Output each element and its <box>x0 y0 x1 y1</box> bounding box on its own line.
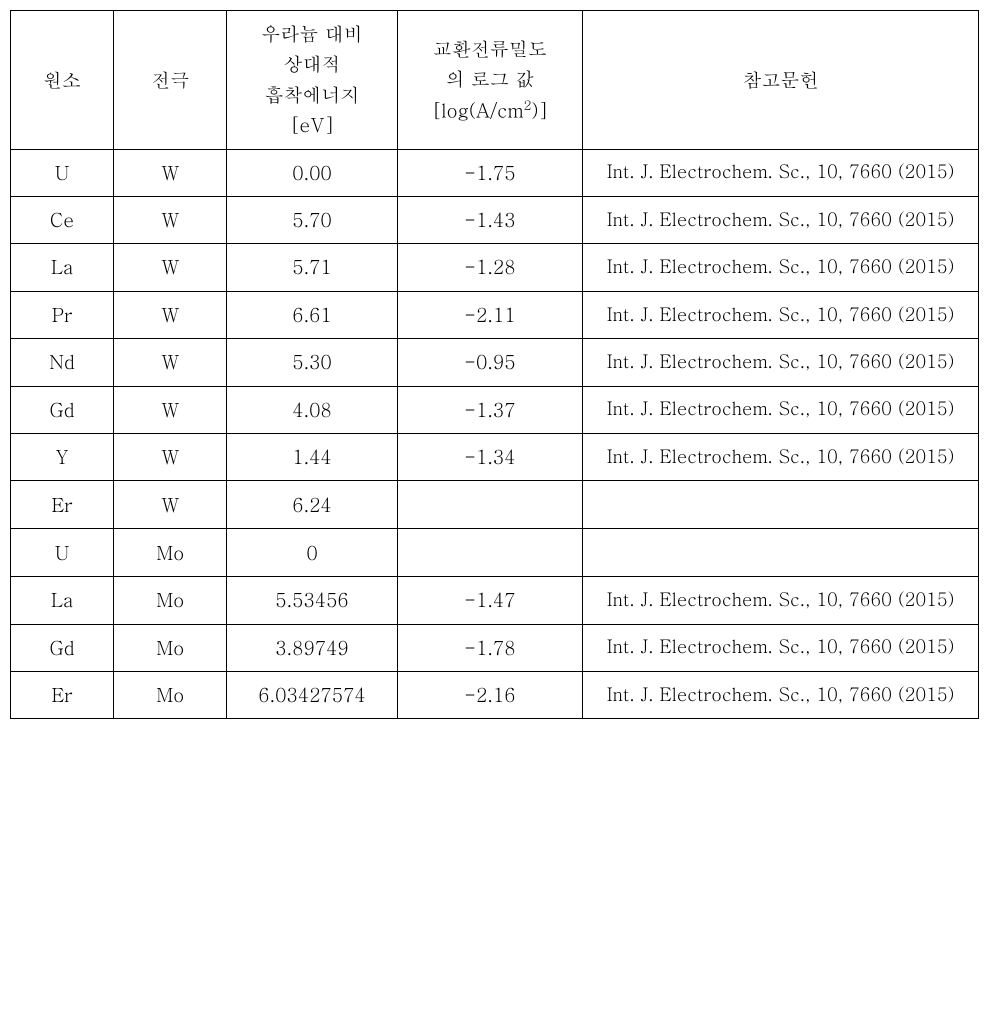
table-row: NdW5.30-0.95Int. J. Electrochem. Sc., 10… <box>11 339 979 386</box>
table-row: GdMo3.89749-1.78Int. J. Electrochem. Sc.… <box>11 624 979 671</box>
cell-element: La <box>11 244 114 291</box>
cell-electrode: Mo <box>114 672 227 719</box>
cell-energy: 5.30 <box>227 339 397 386</box>
cell-reference: Int. J. Electrochem. Sc., 10, 7660 (2015… <box>583 244 979 291</box>
cell-element: Er <box>11 481 114 529</box>
table-row: GdW4.08-1.37Int. J. Electrochem. Sc., 10… <box>11 386 979 433</box>
cell-density <box>397 529 583 577</box>
cell-density: -1.47 <box>397 577 583 624</box>
cell-density: -2.11 <box>397 291 583 338</box>
cell-element: Gd <box>11 624 114 671</box>
cell-density: -1.78 <box>397 624 583 671</box>
cell-element: Y <box>11 433 114 480</box>
cell-electrode: W <box>114 433 227 480</box>
cell-reference: Int. J. Electrochem. Sc., 10, 7660 (2015… <box>583 339 979 386</box>
cell-electrode: W <box>114 244 227 291</box>
cell-element: U <box>11 149 114 196</box>
cell-energy: 4.08 <box>227 386 397 433</box>
cell-energy: 6.61 <box>227 291 397 338</box>
cell-element: Er <box>11 672 114 719</box>
table-header-row: 원소 전극 우라늄 대비상대적흡착에너지[eV] 교환전류밀도의 로그 값[lo… <box>11 11 979 150</box>
cell-electrode: Mo <box>114 529 227 577</box>
cell-electrode: W <box>114 386 227 433</box>
cell-electrode: W <box>114 291 227 338</box>
cell-energy: 6.03427574 <box>227 672 397 719</box>
cell-energy: 5.70 <box>227 196 397 243</box>
header-electrode: 전극 <box>114 11 227 150</box>
cell-element: Ce <box>11 196 114 243</box>
cell-electrode: Mo <box>114 577 227 624</box>
cell-density: -1.75 <box>397 149 583 196</box>
cell-reference: Int. J. Electrochem. Sc., 10, 7660 (2015… <box>583 291 979 338</box>
table-row: CeW5.70-1.43Int. J. Electrochem. Sc., 10… <box>11 196 979 243</box>
table-row: PrW6.61-2.11Int. J. Electrochem. Sc., 10… <box>11 291 979 338</box>
cell-energy: 5.53456 <box>227 577 397 624</box>
data-table: 원소 전극 우라늄 대비상대적흡착에너지[eV] 교환전류밀도의 로그 값[lo… <box>10 10 979 719</box>
cell-reference <box>583 481 979 529</box>
cell-density: -0.95 <box>397 339 583 386</box>
header-element: 원소 <box>11 11 114 150</box>
cell-energy: 0 <box>227 529 397 577</box>
cell-reference: Int. J. Electrochem. Sc., 10, 7660 (2015… <box>583 433 979 480</box>
cell-reference: Int. J. Electrochem. Sc., 10, 7660 (2015… <box>583 577 979 624</box>
cell-energy: 3.89749 <box>227 624 397 671</box>
cell-electrode: W <box>114 149 227 196</box>
cell-energy: 6.24 <box>227 481 397 529</box>
table-row: YW1.44-1.34Int. J. Electrochem. Sc., 10,… <box>11 433 979 480</box>
table-row: LaW5.71-1.28Int. J. Electrochem. Sc., 10… <box>11 244 979 291</box>
cell-reference: Int. J. Electrochem. Sc., 10, 7660 (2015… <box>583 386 979 433</box>
cell-element: Pr <box>11 291 114 338</box>
cell-electrode: W <box>114 196 227 243</box>
cell-element: La <box>11 577 114 624</box>
cell-density: -1.43 <box>397 196 583 243</box>
header-energy: 우라늄 대비상대적흡착에너지[eV] <box>227 11 397 150</box>
cell-element: Gd <box>11 386 114 433</box>
table-row: UMo0 <box>11 529 979 577</box>
cell-density: -1.34 <box>397 433 583 480</box>
cell-energy: 5.71 <box>227 244 397 291</box>
cell-density: -2.16 <box>397 672 583 719</box>
header-reference: 참고문헌 <box>583 11 979 150</box>
cell-density <box>397 481 583 529</box>
cell-reference: Int. J. Electrochem. Sc., 10, 7660 (2015… <box>583 672 979 719</box>
cell-density: -1.37 <box>397 386 583 433</box>
cell-density: -1.28 <box>397 244 583 291</box>
table-row: LaMo5.53456-1.47Int. J. Electrochem. Sc.… <box>11 577 979 624</box>
cell-reference: Int. J. Electrochem. Sc., 10, 7660 (2015… <box>583 196 979 243</box>
cell-energy: 1.44 <box>227 433 397 480</box>
table-row: ErMo6.03427574-2.16Int. J. Electrochem. … <box>11 672 979 719</box>
cell-element: U <box>11 529 114 577</box>
cell-reference: Int. J. Electrochem. Sc., 10, 7660 (2015… <box>583 624 979 671</box>
cell-electrode: W <box>114 339 227 386</box>
table-body: UW0.00-1.75Int. J. Electrochem. Sc., 10,… <box>11 149 979 719</box>
cell-reference: Int. J. Electrochem. Sc., 10, 7660 (2015… <box>583 149 979 196</box>
cell-electrode: Mo <box>114 624 227 671</box>
cell-element: Nd <box>11 339 114 386</box>
cell-electrode: W <box>114 481 227 529</box>
table-row: UW0.00-1.75Int. J. Electrochem. Sc., 10,… <box>11 149 979 196</box>
table-row: ErW6.24 <box>11 481 979 529</box>
cell-energy: 0.00 <box>227 149 397 196</box>
header-density: 교환전류밀도의 로그 값[log(A/cm2)] <box>397 11 583 150</box>
cell-reference <box>583 529 979 577</box>
